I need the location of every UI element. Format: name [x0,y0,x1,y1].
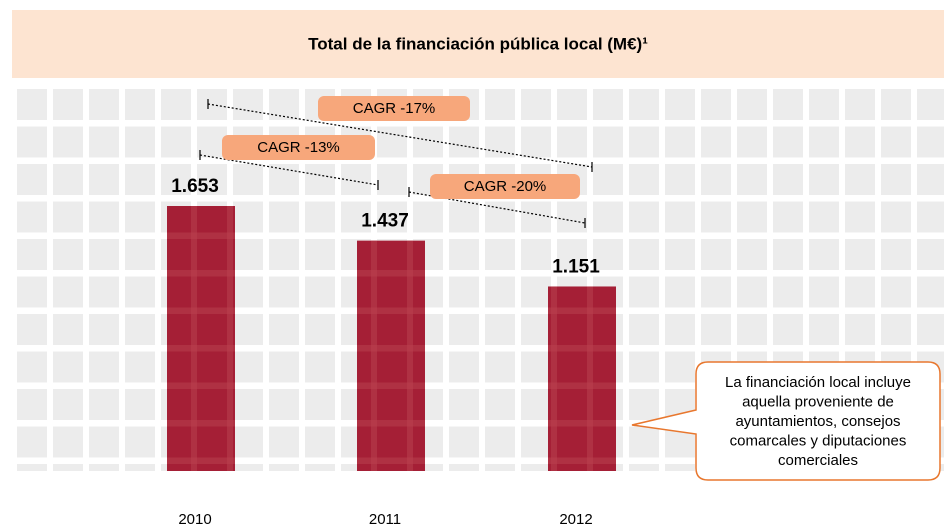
annotation-box [430,174,580,199]
annotation: CAGR -20% [464,178,547,195]
callout-text: ayuntamientos, consejos [735,413,900,430]
value-label: 1.437 [361,211,409,232]
annotation: CAGR -13% [257,139,340,156]
bar-texture [548,286,616,471]
x-tick-label: 2012 [559,511,592,528]
value-label: 1.653 [171,176,219,197]
bar-texture [357,240,425,471]
annotation: CAGR -17% [353,100,436,117]
callout-text: comarcales y diputaciones [730,432,907,449]
x-tick-label: 2010 [178,511,211,528]
callout-text: comerciales [778,452,858,469]
annotation-box [222,135,375,160]
annotation-box [318,96,470,121]
callout-text: aquella proveniente de [742,393,894,410]
bar-texture [167,206,235,471]
value-label: 1.151 [552,256,600,277]
x-tick-label: 2011 [369,511,401,528]
title-band [12,10,944,78]
callout-text: La financiación local incluye [725,374,911,391]
callout [631,361,941,481]
chart-title: Total de la financiación pública local (… [308,34,648,53]
